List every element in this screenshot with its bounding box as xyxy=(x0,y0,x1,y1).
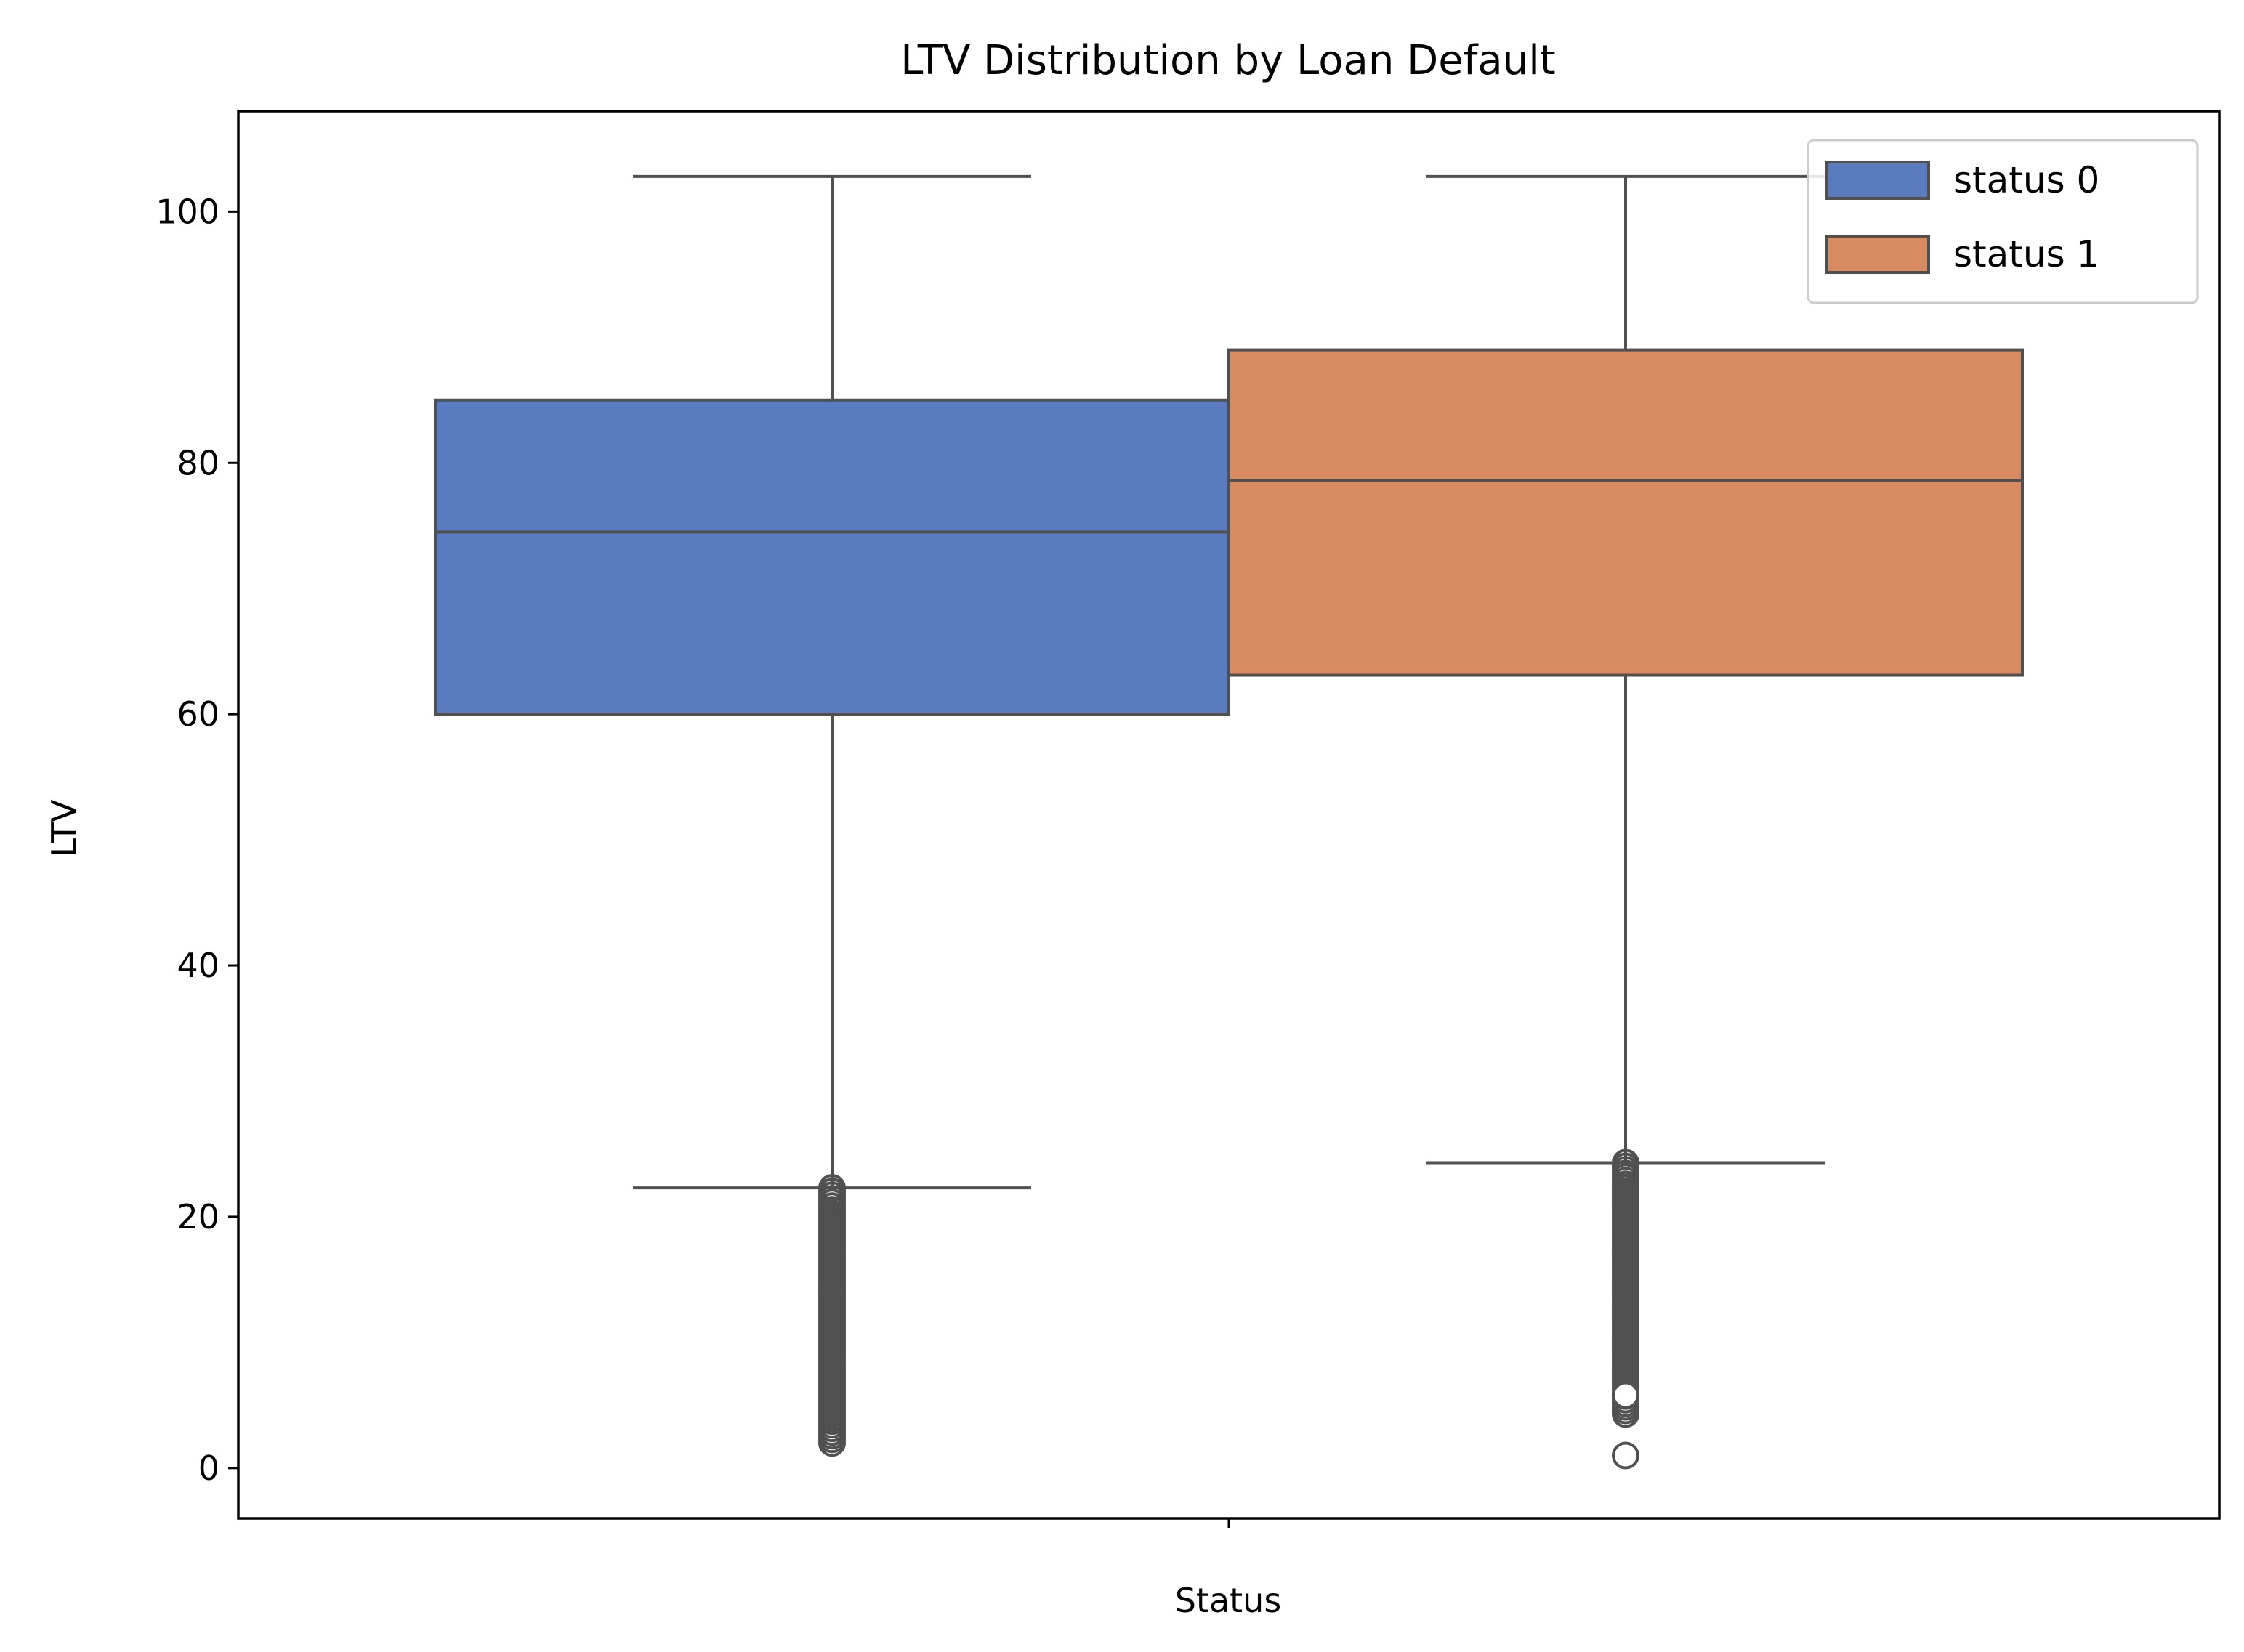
y-tick-label: 20 xyxy=(177,1197,219,1236)
iqr-box xyxy=(434,398,1230,716)
outlier-band xyxy=(820,1202,844,1428)
legend: status 0 status 1 xyxy=(1807,139,2199,304)
y-tick-label: 60 xyxy=(177,695,219,734)
y-axis-label: LTV xyxy=(44,799,84,857)
outlier-band xyxy=(1613,1178,1638,1399)
outlier-point xyxy=(818,1174,846,1202)
y-tick-label: 40 xyxy=(177,946,219,985)
y-axis: 0 20 40 60 80 100 xyxy=(156,110,2221,1528)
y-tick-label: 80 xyxy=(177,443,219,482)
legend-swatch xyxy=(1825,161,1930,200)
legend-label: status 1 xyxy=(1953,233,2099,275)
box-status-1 xyxy=(1227,174,2024,1470)
chart-title: LTV Distribution by Loan Default xyxy=(900,37,1556,84)
plot-area xyxy=(434,174,2024,1470)
outlier-point xyxy=(1612,1441,1639,1470)
outlier-point xyxy=(1612,1149,1639,1177)
y-tick-label: 0 xyxy=(198,1449,219,1488)
box-status-0 xyxy=(434,174,1230,1457)
legend-swatch xyxy=(1825,235,1930,274)
y-tick-label: 100 xyxy=(156,192,219,231)
plot-frame xyxy=(237,110,2221,1520)
legend-label: status 0 xyxy=(1953,159,2099,201)
iqr-box xyxy=(1227,348,2024,677)
outlier-point xyxy=(1612,1381,1639,1409)
x-axis-label: Status xyxy=(1175,1581,1282,1620)
